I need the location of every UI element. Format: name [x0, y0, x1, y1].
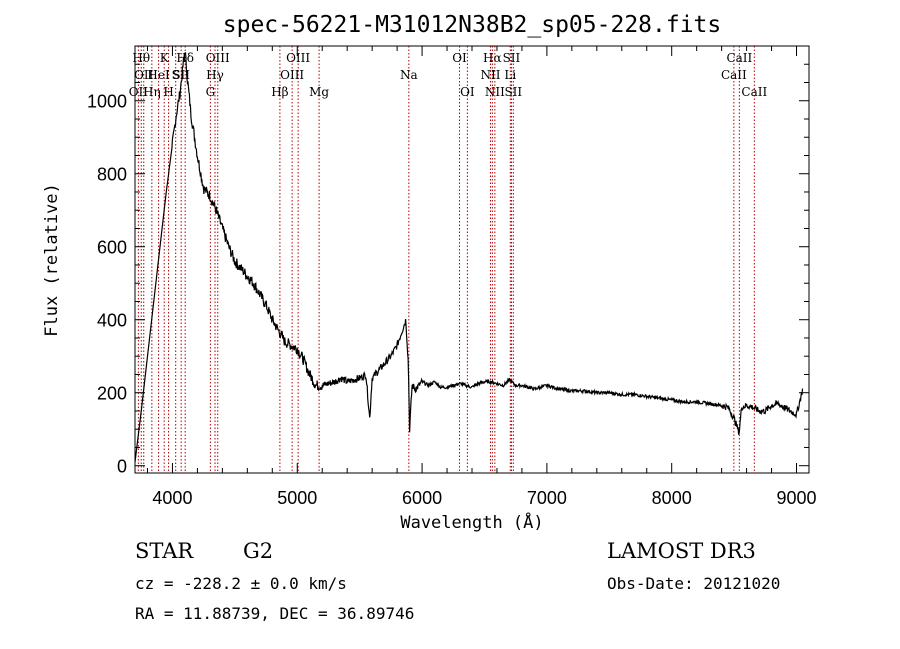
coordinates: RA = 11.88739, DEC = 36.89746	[135, 604, 414, 623]
y-tick-label: 1000	[87, 92, 127, 112]
line-label-18: OI	[452, 51, 467, 65]
line-label-22: NII	[485, 85, 505, 99]
x-tick-label: 9000	[776, 488, 816, 508]
y-axis-label: Flux (relative)	[42, 183, 62, 337]
line-label-8: SII	[172, 68, 190, 82]
line-label-15: OIII	[286, 51, 310, 65]
plot-frame	[134, 45, 810, 474]
y-tick-label: 200	[97, 384, 127, 404]
x-axis-label: Wavelength (Å)	[400, 511, 543, 533]
survey-name: LAMOST DR3	[607, 539, 756, 563]
line-label-0: OII	[129, 85, 149, 99]
line-label-25: SII	[504, 85, 522, 99]
line-label-14: OIII	[280, 68, 304, 82]
object-subclass: G2	[243, 539, 273, 563]
line-label-17: Na	[400, 68, 418, 82]
spectrum-series	[134, 52, 804, 463]
y-tick-label: 0	[117, 457, 127, 477]
line-label-23: Li	[504, 68, 516, 82]
line-label-21: Hα	[483, 51, 502, 65]
line-label-20: NII	[480, 68, 500, 82]
line-label-13: Hβ	[271, 85, 288, 99]
line-label-4: HeI	[147, 68, 170, 82]
x-tick-label: 7000	[527, 488, 567, 508]
redshift-cz: cz = -228.2 ± 0.0 km/s	[135, 574, 347, 593]
x-tick-label: 4000	[152, 488, 192, 508]
y-axis-ticks: 0 200 400 600 800 1000	[87, 63, 809, 477]
line-label-12: OIII	[206, 51, 230, 65]
x-tick-label: 6000	[402, 488, 442, 508]
chart-title: spec-56221-M31012N38B2_sp05-228.fits	[223, 12, 722, 38]
spectral-line-markers	[137, 46, 755, 473]
x-axis-ticks: 4000 5000 6000 7000 8000 9000	[146, 46, 817, 508]
line-label-3: Hη	[143, 85, 161, 99]
line-label-10: G	[206, 85, 216, 99]
spectral-line-labels: OIIHθOIIHηHeIKHSSIIHδGHγOIIIHβOIIIOIIIMg…	[129, 51, 768, 99]
line-label-28: CaII	[741, 85, 767, 99]
line-label-2: OII	[134, 68, 154, 82]
line-label-5: K	[160, 51, 170, 65]
y-tick-label: 400	[97, 311, 127, 331]
line-label-24: SII	[503, 51, 521, 65]
y-tick-label: 800	[97, 165, 127, 185]
object-class: STAR	[135, 539, 194, 563]
x-tick-label: 8000	[652, 488, 692, 508]
line-label-11: Hγ	[206, 68, 224, 82]
line-label-19: OI	[460, 85, 475, 99]
line-label-7: S	[172, 68, 180, 82]
line-label-27: CaII	[726, 51, 752, 65]
line-label-9: Hδ	[176, 51, 194, 65]
line-label-16: Mg	[309, 85, 329, 99]
observation-date: Obs-Date: 20121020	[607, 574, 780, 593]
line-label-1: Hθ	[132, 51, 150, 65]
line-label-26: CaII	[721, 68, 747, 82]
x-tick-label: 5000	[277, 488, 317, 508]
line-label-6: H	[163, 85, 173, 99]
y-tick-label: 600	[97, 238, 127, 258]
